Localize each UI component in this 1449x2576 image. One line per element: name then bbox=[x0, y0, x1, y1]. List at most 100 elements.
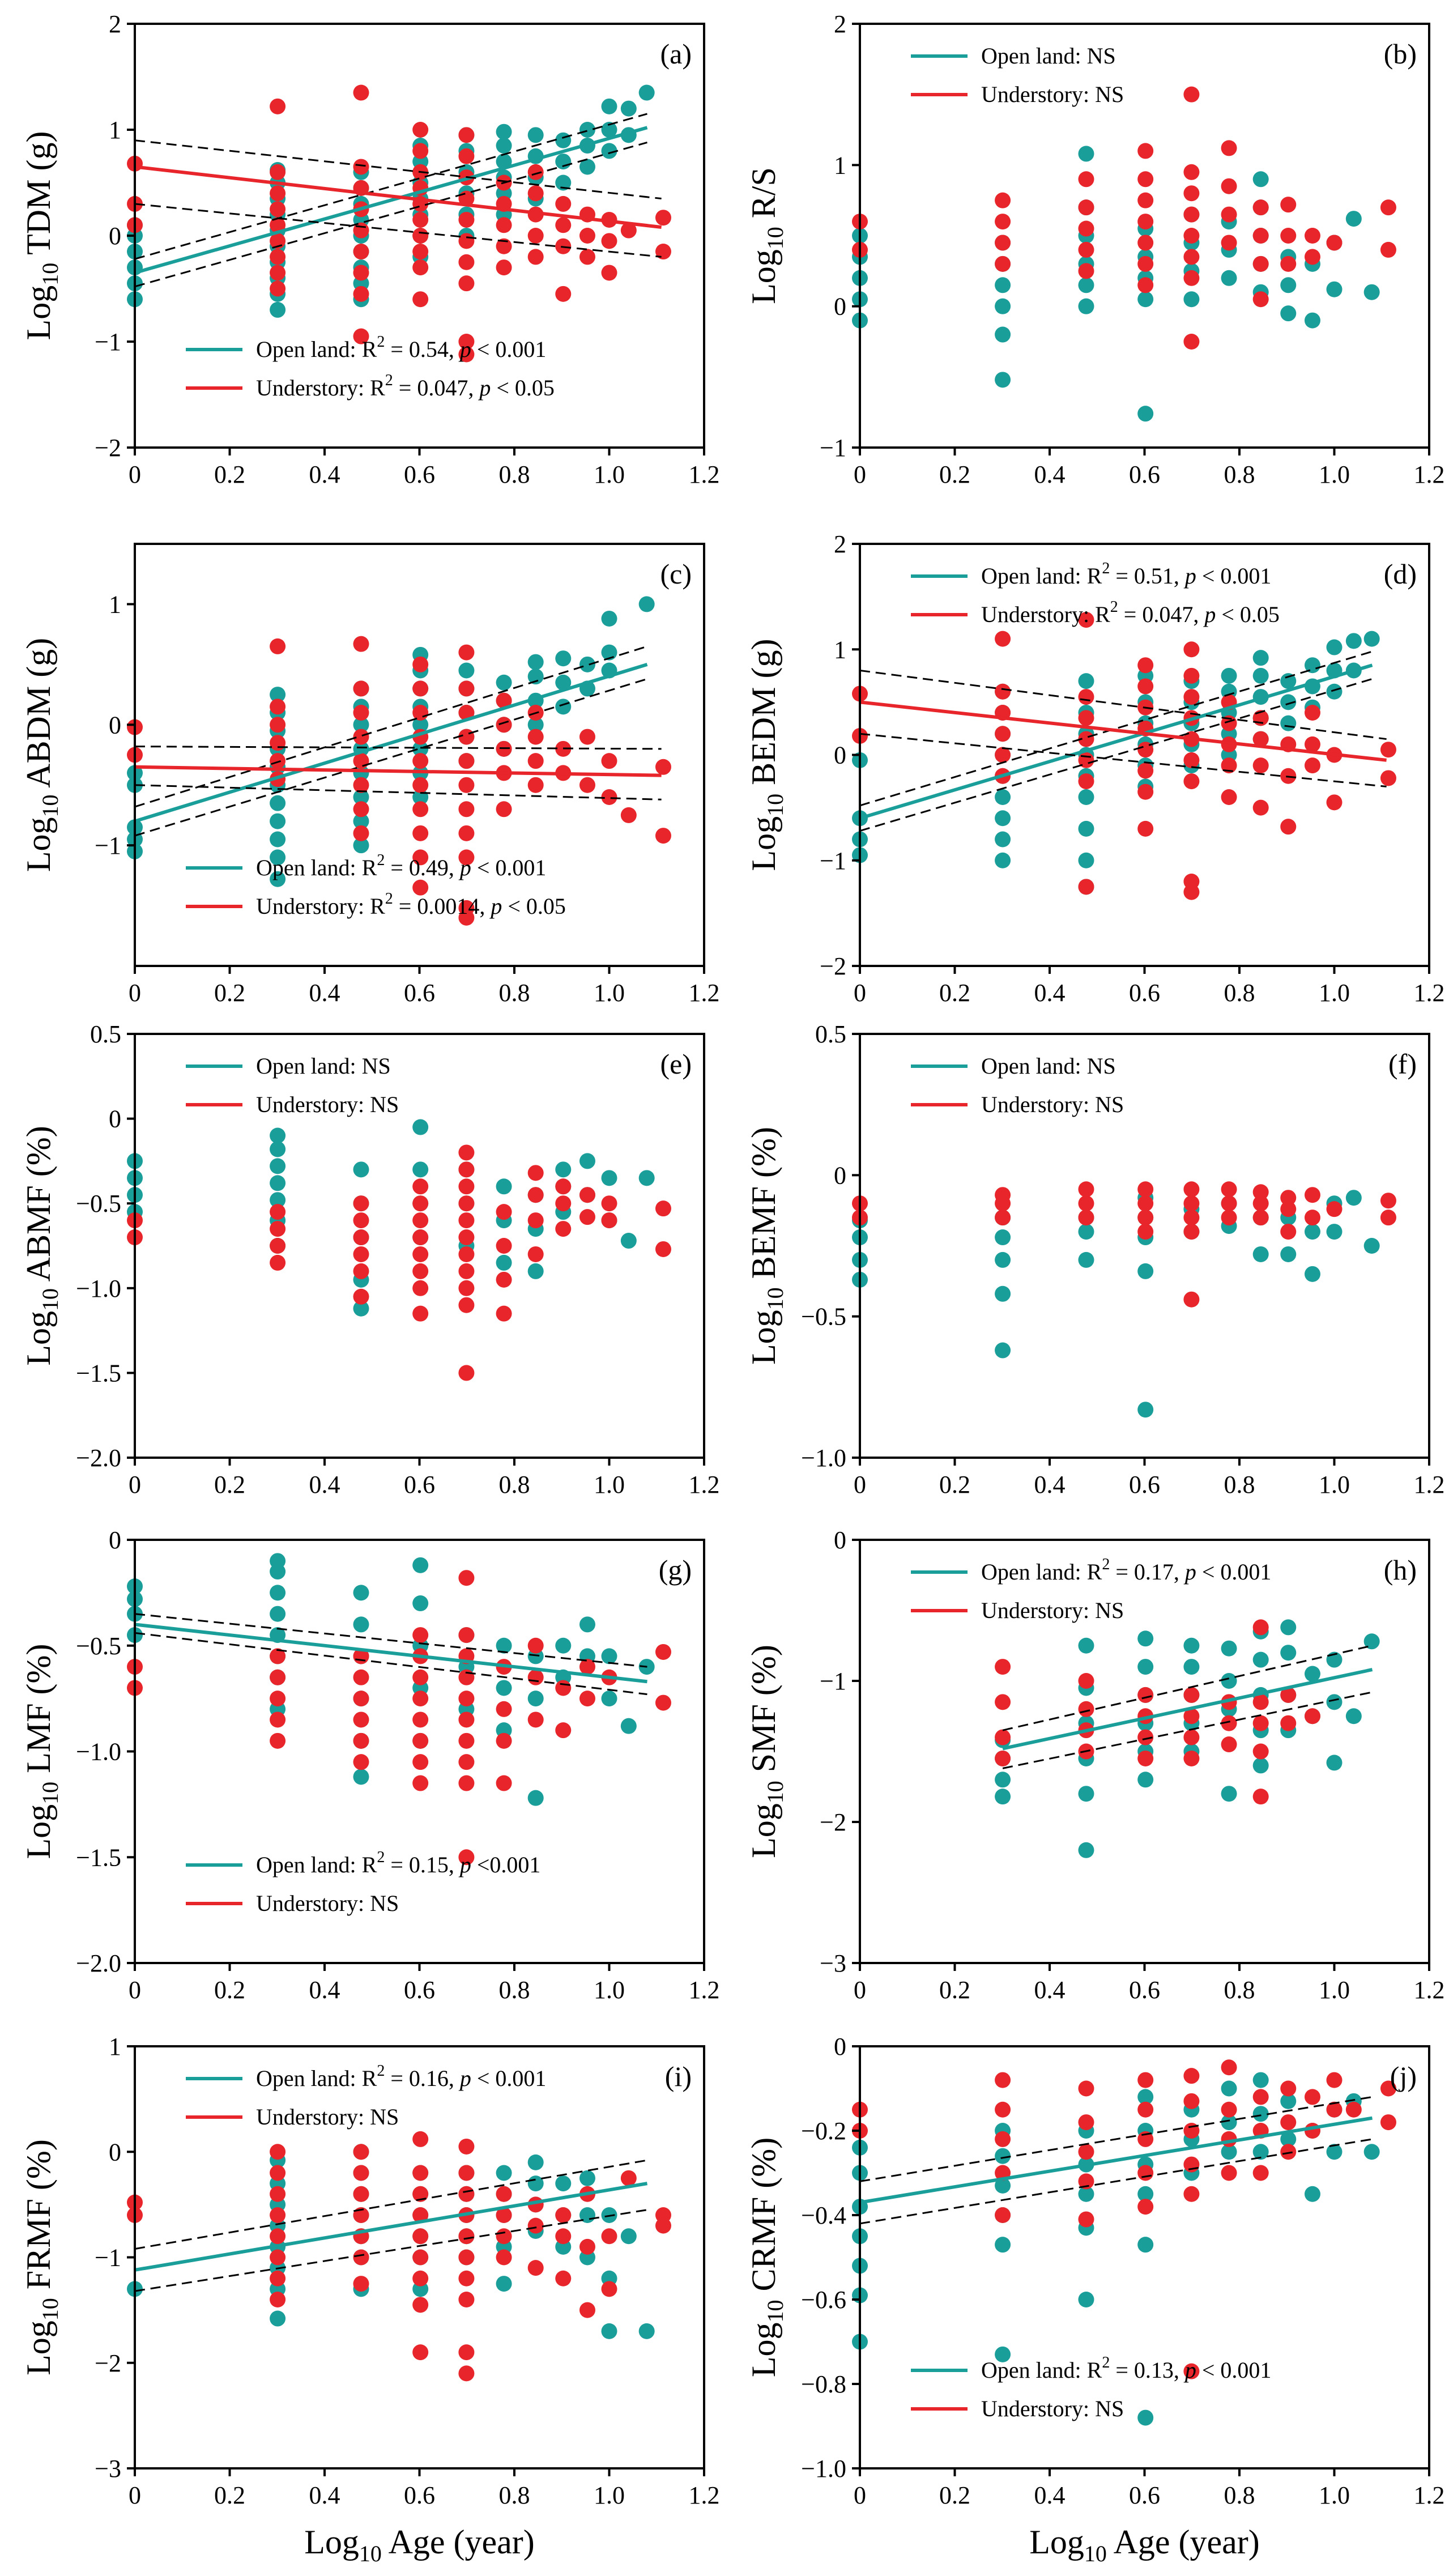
legend-text-p-symbol: p bbox=[1183, 563, 1196, 589]
data-point-under bbox=[1137, 820, 1154, 837]
legend-label: Understory: NS bbox=[256, 2104, 399, 2130]
data-point-under bbox=[1326, 235, 1343, 251]
data-point-under bbox=[1137, 1750, 1154, 1766]
data-point-under bbox=[995, 2131, 1011, 2147]
data-point-under bbox=[496, 1701, 512, 1717]
y-axis-title: Log10 R/S bbox=[745, 167, 788, 304]
data-point-open bbox=[620, 1718, 637, 1734]
y-axis-title-subscript: 10 bbox=[37, 263, 63, 286]
data-point-under bbox=[1137, 657, 1154, 674]
data-point-under bbox=[1183, 249, 1200, 265]
data-point-under bbox=[458, 680, 475, 697]
data-point-under bbox=[527, 2260, 544, 2276]
data-point-under bbox=[527, 185, 544, 202]
data-point-under bbox=[412, 2131, 429, 2147]
y-tick-label: −0.4 bbox=[801, 2202, 846, 2229]
x-tick-label: 0.4 bbox=[309, 1471, 340, 1498]
data-point-open bbox=[527, 669, 544, 685]
y-axis-title-variable: TDM (g) bbox=[20, 131, 57, 263]
data-point-under bbox=[458, 1570, 475, 1586]
x-tick-label: 0.6 bbox=[404, 1976, 435, 2004]
y-tick-label: −2.0 bbox=[76, 1444, 121, 1472]
confidence-band-upper bbox=[134, 139, 662, 200]
data-point-open bbox=[270, 1585, 286, 1601]
data-point-open bbox=[995, 372, 1011, 388]
series-under-points bbox=[852, 86, 1396, 350]
data-point-under bbox=[655, 210, 671, 226]
data-point-under bbox=[412, 228, 429, 244]
legend-text-p-value: < 0.001 bbox=[1196, 1559, 1272, 1585]
data-point-under bbox=[1304, 2089, 1320, 2105]
data-point-under bbox=[1252, 2165, 1269, 2181]
legend-label: Understory: NS bbox=[981, 1092, 1124, 1117]
y-tick-label: 1 bbox=[109, 590, 121, 618]
legend-text-statistic: = 0.0014, bbox=[393, 893, 491, 919]
data-point-under bbox=[353, 825, 369, 841]
data-point-under bbox=[1183, 334, 1200, 350]
data-point-under bbox=[1078, 1195, 1094, 1212]
data-point-under bbox=[353, 729, 369, 745]
data-point-under bbox=[270, 1732, 286, 1749]
data-point-open bbox=[601, 1691, 617, 1707]
y-tick-label: 0 bbox=[109, 1105, 121, 1133]
data-point-under bbox=[1252, 256, 1269, 272]
data-point-under bbox=[1183, 752, 1200, 768]
data-point-under bbox=[527, 777, 544, 793]
fit-open bbox=[859, 2096, 1373, 2225]
data-point-open bbox=[1326, 1694, 1343, 1710]
x-tick-label: 0 bbox=[129, 1976, 141, 2004]
data-point-under bbox=[412, 1691, 429, 1707]
x-tick-label: 0 bbox=[854, 2481, 866, 2509]
data-point-under bbox=[555, 286, 572, 302]
legend-text-p-symbol: p bbox=[1183, 2357, 1196, 2383]
y-axis-title-subscript: 10 bbox=[762, 1287, 788, 1310]
series-under-points bbox=[852, 2059, 1396, 2379]
data-point-under bbox=[1252, 291, 1269, 308]
data-point-under bbox=[412, 1732, 429, 1749]
data-point-under bbox=[1280, 819, 1297, 835]
x-tick-label: 0.8 bbox=[499, 1976, 530, 2004]
legend-label: Open land: R2 = 0.51, p < 0.001 bbox=[981, 560, 1271, 589]
y-axis-title: Log10 ABDM (g) bbox=[20, 638, 63, 872]
data-point-open bbox=[1221, 667, 1237, 684]
data-point-under bbox=[1078, 879, 1094, 895]
data-point-under bbox=[1304, 736, 1320, 752]
data-point-under bbox=[1252, 1619, 1269, 1636]
data-point-open bbox=[601, 1648, 617, 1664]
x-tick-label: 0 bbox=[129, 1471, 141, 1498]
data-point-under bbox=[1221, 235, 1237, 251]
data-point-open bbox=[995, 852, 1011, 868]
data-point-open bbox=[270, 1141, 286, 1157]
data-point-under bbox=[1078, 710, 1094, 726]
fit-open bbox=[134, 1613, 647, 1696]
legend-text-p-value: < 0.001 bbox=[1196, 563, 1272, 589]
legend-text-p-symbol: p bbox=[458, 2066, 471, 2091]
data-point-open bbox=[1137, 1402, 1154, 1418]
data-point-open bbox=[412, 1161, 429, 1178]
series-under-points bbox=[127, 84, 671, 363]
x-tick-label: 0.8 bbox=[1224, 1471, 1255, 1498]
data-point-under bbox=[1137, 2165, 1154, 2181]
data-point-under bbox=[1137, 763, 1154, 779]
data-point-open bbox=[270, 2310, 286, 2327]
legend-label: Open land: NS bbox=[256, 1053, 391, 1079]
data-point-under bbox=[995, 1659, 1011, 1675]
x-axis-title-log: Log bbox=[1029, 2523, 1084, 2561]
data-point-open bbox=[995, 1251, 1011, 1268]
data-point-under bbox=[458, 1711, 475, 1728]
data-point-under bbox=[412, 1754, 429, 1770]
data-point-under bbox=[995, 1210, 1011, 1226]
chart-panel-b: 0 0.2 0.4 0.6 0.8 1.0 1.2 −1 0 1 2 Log10 R/S (b) Open… bbox=[745, 10, 1445, 488]
data-point-under bbox=[1280, 1687, 1297, 1703]
data-point-under bbox=[458, 1365, 475, 1381]
data-point-open bbox=[1363, 1633, 1380, 1650]
y-axis-title-variable: SMF (%) bbox=[745, 1645, 782, 1781]
data-point-under bbox=[527, 729, 544, 745]
legend-text-main: Understory: NS bbox=[256, 1891, 399, 1916]
data-point-under bbox=[458, 2165, 475, 2181]
data-point-open bbox=[1137, 2089, 1154, 2105]
data-point-under bbox=[353, 2165, 369, 2181]
data-point-under bbox=[458, 275, 475, 292]
legend-text-statistic: = 0.51, bbox=[1110, 563, 1185, 589]
x-tick-label: 1.0 bbox=[1319, 1976, 1350, 2004]
